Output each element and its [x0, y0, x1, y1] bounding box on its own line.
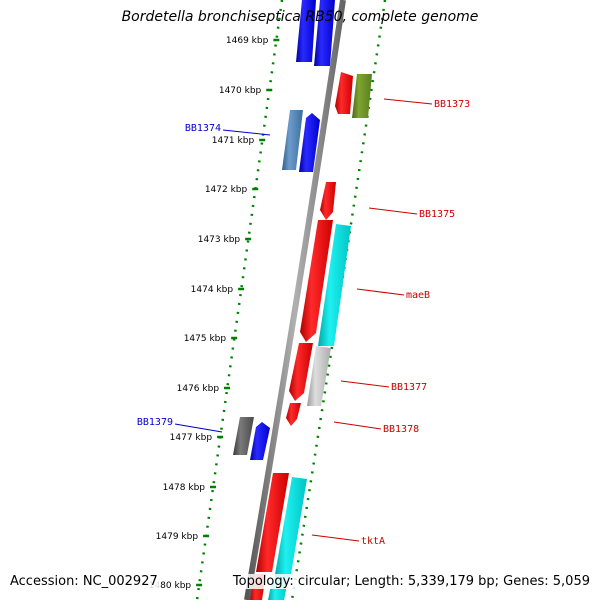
scale-mark-label: 1476 kbp — [177, 384, 220, 394]
scale-mark-label: 1475 kbp — [184, 334, 227, 344]
genome-backbone — [244, 0, 346, 600]
scale-marks: 1469 kbp 1470 kbp 1471 kbp 1472 kbp 1473 kbp… — [149, 36, 280, 591]
gene-label-leader — [383, 98, 433, 105]
gene-label-maeb[interactable]: maeB — [406, 290, 430, 301]
gene-label-bb1377[interactable]: BB1377 — [391, 382, 427, 393]
gene-label-leader — [340, 380, 390, 388]
gene-feature-bb1379-blue[interactable] — [250, 422, 270, 460]
page-title: Bordetella bronchiseptica RB50, complete… — [121, 9, 479, 25]
scale-mark-label: 1479 kbp — [156, 532, 199, 542]
accession-label: Accession: NC_002927 — [8, 574, 160, 589]
gene-labels: BB1373 BB1374 BB1375 maeB BB1377 BB1378 BB1379… — [137, 98, 470, 547]
scale-mark-label: 1472 kbp — [205, 185, 248, 195]
scale-mark-label: 1478 kbp — [163, 483, 206, 493]
topology-label: Topology: circular; Length: 5,339,179 bp… — [230, 574, 592, 589]
gene-label-bb1379[interactable]: BB1379 — [137, 417, 173, 428]
gene-feature-bb1374-steel[interactable] — [282, 110, 303, 170]
gene-feature-bb1373-red[interactable] — [335, 72, 353, 114]
gene-feature-bb1373-olive[interactable] — [352, 74, 372, 118]
scale-mark-label: 1469 kbp — [226, 36, 269, 46]
scale-mark-label: 1480 kbp — [149, 581, 192, 591]
gene-feature-tktA[interactable] — [274, 477, 307, 580]
gene-label-leader — [174, 423, 223, 433]
gene-label-leader — [356, 288, 405, 296]
gene-feature-bb1378[interactable] — [286, 403, 301, 426]
scale-mark-label: 1471 kbp — [212, 136, 255, 146]
outer-dotted-rail — [290, 0, 387, 600]
gene-feature-red-long[interactable] — [300, 220, 333, 342]
gene-label-leader — [333, 421, 382, 430]
gene-feature-red-mid[interactable] — [289, 343, 313, 401]
gene-feature-bb1374-blue[interactable] — [299, 113, 320, 172]
gene-feature-red-bottom[interactable] — [256, 473, 289, 572]
scale-mark-label: 1477 kbp — [170, 433, 213, 443]
gene-label-bb1378[interactable]: BB1378 — [383, 424, 419, 435]
gene-feature-bb1375[interactable] — [320, 182, 336, 220]
scale-mark-label: 1470 kbp — [219, 86, 262, 96]
gene-label-tkta[interactable]: tktA — [361, 536, 385, 547]
gene-label-bb1374[interactable]: BB1374 — [185, 123, 221, 134]
gene-feature-top-blue-2[interactable] — [314, 0, 335, 66]
gene-label-bb1375[interactable]: BB1375 — [419, 209, 455, 220]
gene-label-leader — [368, 207, 418, 215]
gene-feature-maeB[interactable] — [318, 224, 351, 346]
gene-label-bb1373[interactable]: BB1373 — [434, 99, 470, 110]
gene-feature-bb1379-gray[interactable] — [233, 417, 254, 455]
gene-feature-bb1377[interactable] — [307, 346, 331, 406]
gene-label-leader — [222, 129, 271, 136]
scale-mark-label: 1473 kbp — [198, 235, 241, 245]
gene-label-leader — [311, 534, 360, 542]
scale-mark-label: 1474 kbp — [191, 285, 234, 295]
gene-feature-top-blue-1[interactable] — [296, 0, 316, 62]
